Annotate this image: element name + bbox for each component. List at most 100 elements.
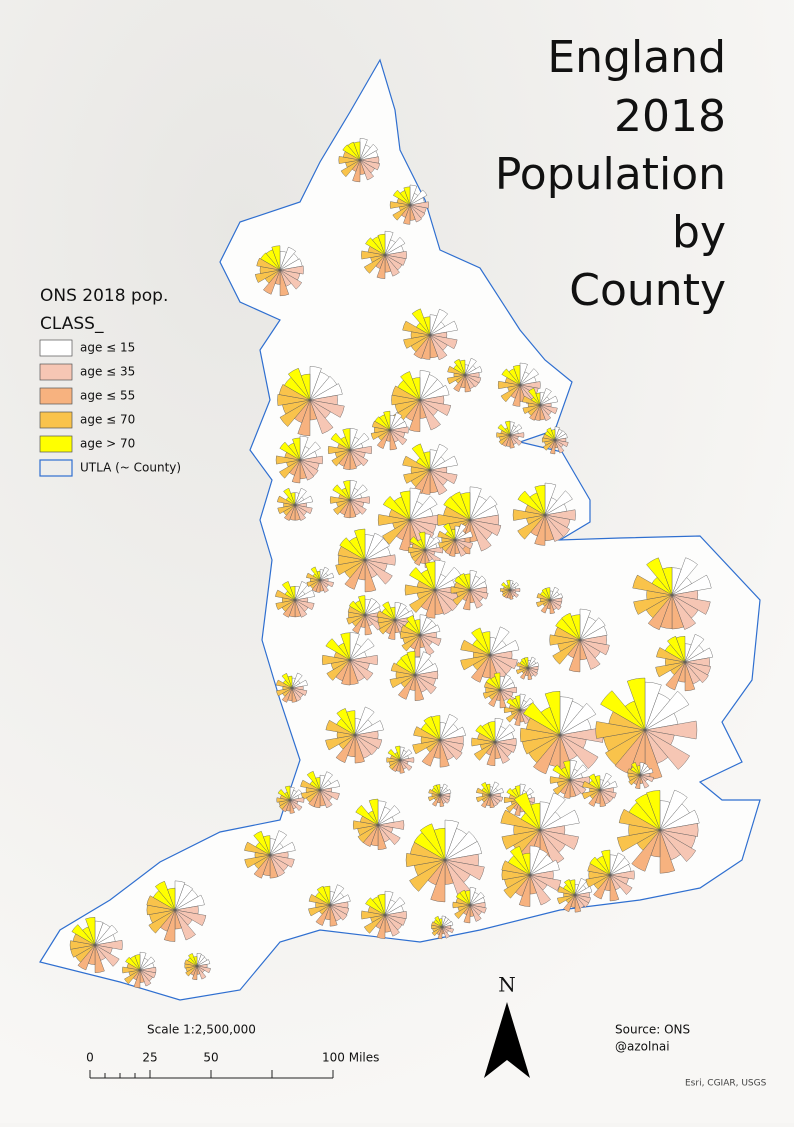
rose-wedge xyxy=(377,820,405,830)
rose-wedge xyxy=(287,675,293,689)
rose-wedge xyxy=(609,874,620,902)
scale-tick-label: 50 xyxy=(203,1051,218,1065)
county-rose xyxy=(329,480,370,519)
rose-wedge xyxy=(392,189,411,206)
rose-wedge xyxy=(544,514,564,542)
rose-wedge xyxy=(514,792,541,831)
rose-wedge xyxy=(376,610,396,621)
rose-wedge xyxy=(659,823,699,837)
rose-wedge xyxy=(196,965,211,974)
rose-wedge xyxy=(601,849,611,876)
rose-wedge xyxy=(546,427,556,441)
rose-wedge xyxy=(671,557,698,596)
rose-wedge xyxy=(444,841,482,861)
rose-wedge xyxy=(409,859,446,892)
rose-wedge xyxy=(509,434,515,449)
rose-wedge xyxy=(363,254,386,274)
rose-wedge xyxy=(308,904,331,917)
rose-wedge xyxy=(579,625,608,641)
rose-wedge xyxy=(494,741,517,753)
rose-wedge xyxy=(349,445,372,455)
rose-wedge xyxy=(352,614,366,634)
rose-wedge xyxy=(346,614,366,625)
county-rose xyxy=(460,626,520,683)
county-rose xyxy=(536,586,563,614)
county-rose xyxy=(277,487,313,521)
rose-wedge xyxy=(279,269,290,297)
rose-wedge xyxy=(188,953,198,967)
rose-wedge xyxy=(388,759,401,770)
county-rose xyxy=(617,789,700,874)
rose-wedge xyxy=(549,776,571,784)
north-arrow xyxy=(484,1002,530,1078)
rose-wedge xyxy=(378,619,396,635)
rose-wedge xyxy=(400,371,421,401)
rose-wedge xyxy=(533,734,561,775)
rose-wedge xyxy=(394,745,401,761)
rose-wedge xyxy=(399,490,411,521)
rose-wedge xyxy=(609,870,635,880)
rose-wedge xyxy=(167,887,176,911)
rose-wedge xyxy=(412,377,421,401)
rose-wedge xyxy=(436,784,441,796)
rose-wedge xyxy=(662,567,673,596)
rose-wedge xyxy=(516,667,529,675)
rose-wedge xyxy=(639,774,650,789)
rose-wedge xyxy=(552,639,581,665)
rose-wedge xyxy=(419,384,450,401)
rose-wedge xyxy=(588,789,601,807)
rose-wedge xyxy=(459,359,466,376)
rose-wedge xyxy=(429,320,458,336)
rose-wedge xyxy=(667,635,686,663)
rose-wedge xyxy=(340,632,351,661)
rose-wedge xyxy=(423,716,441,741)
rose-wedge xyxy=(419,624,441,636)
rose-wedge xyxy=(481,782,491,796)
rose-wedge xyxy=(499,674,511,691)
rose-wedge xyxy=(489,787,504,796)
rose-wedge xyxy=(269,854,279,879)
rose-wedge xyxy=(429,455,458,471)
rose-wedge xyxy=(394,610,415,621)
rose-wedge xyxy=(330,432,351,451)
rose-wedge xyxy=(352,820,379,830)
county-rose xyxy=(402,443,458,496)
rose-wedge xyxy=(291,672,303,689)
rose-wedge xyxy=(377,514,411,526)
rose-wedge xyxy=(389,429,408,446)
rose-wedge xyxy=(299,441,321,461)
rose-wedge xyxy=(340,159,361,178)
rose-wedge xyxy=(455,892,471,906)
county-rose xyxy=(338,138,380,183)
rose-wedge xyxy=(527,667,538,677)
rose-wedge xyxy=(279,441,301,461)
rose-wedge xyxy=(404,584,436,596)
rose-wedge xyxy=(282,599,296,618)
rose-wedge xyxy=(347,141,361,161)
rose-wedge xyxy=(464,890,471,906)
rose-wedge xyxy=(509,582,519,591)
rose-wedge xyxy=(684,661,696,692)
rose-wedge xyxy=(244,854,271,869)
rose-wedge xyxy=(628,774,641,786)
rose-wedge xyxy=(279,799,291,810)
rose-wedge xyxy=(549,599,562,611)
rose-wedge xyxy=(684,661,709,684)
rose-wedge xyxy=(439,713,458,741)
rose-wedge xyxy=(342,428,351,451)
rose-wedge xyxy=(309,399,334,434)
county-rose xyxy=(146,880,207,942)
rose-wedge xyxy=(545,587,551,601)
legend-title: ONS 2018 pop. xyxy=(40,286,168,306)
rose-wedge xyxy=(263,835,271,856)
rose-wedge xyxy=(452,589,471,606)
rose-wedge xyxy=(569,879,576,896)
rose-wedge xyxy=(148,909,176,934)
rose-wedge xyxy=(503,797,521,803)
rose-wedge xyxy=(309,399,345,418)
legend-label: age ≤ 55 xyxy=(80,389,135,403)
county-rose xyxy=(275,581,315,618)
rose-wedge xyxy=(354,720,384,736)
rose-wedge xyxy=(631,829,661,872)
rose-wedge xyxy=(512,509,546,521)
